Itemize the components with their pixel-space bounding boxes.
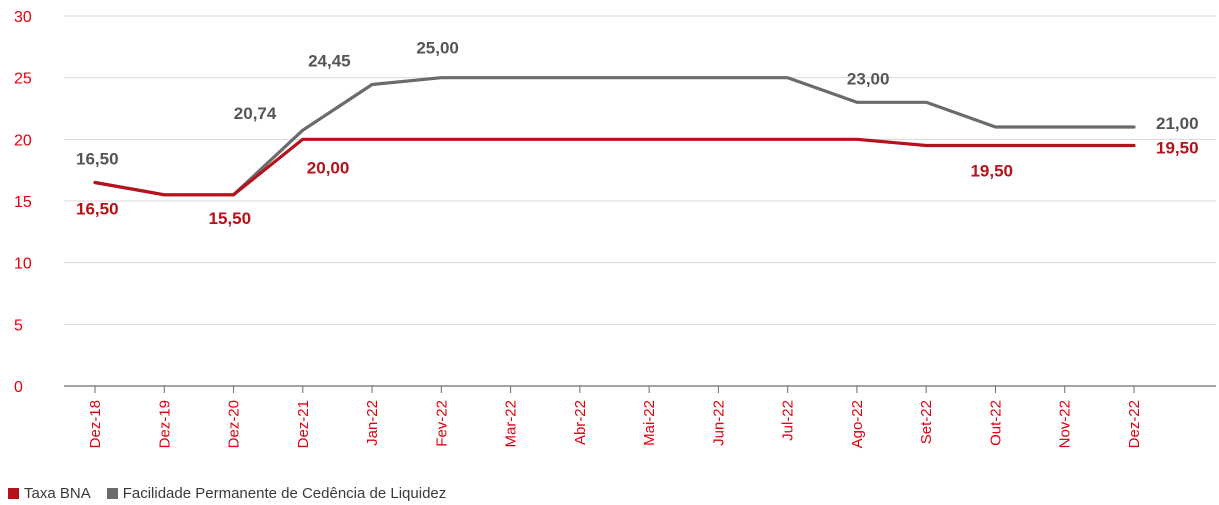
data-label: 20,00 bbox=[307, 158, 350, 177]
x-tick-label: Jul-22 bbox=[780, 400, 797, 441]
y-tick-label: 30 bbox=[14, 9, 32, 26]
y-tick-label: 5 bbox=[14, 317, 23, 334]
x-tick-label: Out-22 bbox=[987, 400, 1004, 446]
x-tick-label: Dez-19 bbox=[156, 400, 173, 448]
gridlines bbox=[64, 15, 1216, 325]
legend-item-facilidade: Facilidade Permanente de Cedência de Liq… bbox=[106, 485, 447, 502]
y-tick-label: 15 bbox=[14, 194, 32, 211]
x-tick-label: Jan-22 bbox=[364, 400, 381, 446]
data-label: 19,50 bbox=[970, 162, 1013, 181]
data-label: 23,00 bbox=[847, 69, 890, 88]
data-label: 16,50 bbox=[76, 200, 119, 219]
series-line-taxa-bna bbox=[93, 137, 1136, 197]
data-labels: 16,50 15,50 20,00 19,50 19,50 16,50 20,74 24,45… bbox=[76, 39, 1199, 228]
legend-swatch-facilidade bbox=[106, 488, 118, 499]
y-tick-label: 20 bbox=[14, 132, 32, 149]
legend-item-taxa-bna: Taxa BNA bbox=[8, 485, 91, 502]
x-tick-label: Jun-22 bbox=[710, 400, 727, 446]
data-label: 19,50 bbox=[1156, 139, 1199, 158]
legend-label-taxa-bna: Taxa BNA bbox=[24, 485, 91, 502]
y-tick-label: 0 bbox=[14, 379, 23, 396]
x-tick-label: Dez-18 bbox=[87, 400, 104, 448]
legend-swatch-taxa-bna bbox=[8, 488, 19, 499]
x-tick-label: Dez-21 bbox=[295, 400, 312, 448]
y-tick-label: 10 bbox=[14, 256, 32, 273]
x-axis: Dez-18 Dez-19 Dez-20 Dez-21 Jan-22 Fev-22 Mar-… bbox=[64, 385, 1216, 448]
data-label: 16,50 bbox=[76, 150, 119, 169]
x-tick-label: Dez-22 bbox=[1126, 400, 1143, 448]
x-tick-label: Nov-22 bbox=[1057, 400, 1074, 448]
y-axis: 0 5 10 15 20 25 30 bbox=[14, 9, 32, 396]
x-tick-label: Mai-22 bbox=[641, 400, 658, 446]
data-label: 25,00 bbox=[416, 39, 459, 58]
data-label: 21,00 bbox=[1156, 114, 1199, 133]
x-tick-label: Fev-22 bbox=[433, 400, 450, 447]
legend-label-facilidade: Facilidade Permanente de Cedência de Liq… bbox=[122, 485, 447, 502]
x-tick-label: Ago-22 bbox=[849, 400, 866, 448]
x-tick-label: Set-22 bbox=[918, 400, 935, 444]
y-tick-label: 25 bbox=[14, 71, 32, 88]
data-label: 20,74 bbox=[234, 104, 277, 123]
x-tick-label: Mar-22 bbox=[503, 400, 520, 448]
legend: Taxa BNA Facilidade Permanente de Cedênc… bbox=[8, 485, 462, 502]
x-tick-label: Dez-20 bbox=[226, 400, 243, 448]
x-tick-label: Abr-22 bbox=[572, 400, 589, 445]
series-lines bbox=[93, 76, 1136, 197]
data-label: 24,45 bbox=[308, 51, 351, 70]
series-line-facilidade bbox=[93, 76, 1136, 197]
data-label: 15,50 bbox=[209, 209, 252, 228]
line-chart: 0 5 10 15 20 25 30 Dez-18 Dez-19 Dez-20 Dez-21 Jan… bbox=[14, 9, 1216, 448]
